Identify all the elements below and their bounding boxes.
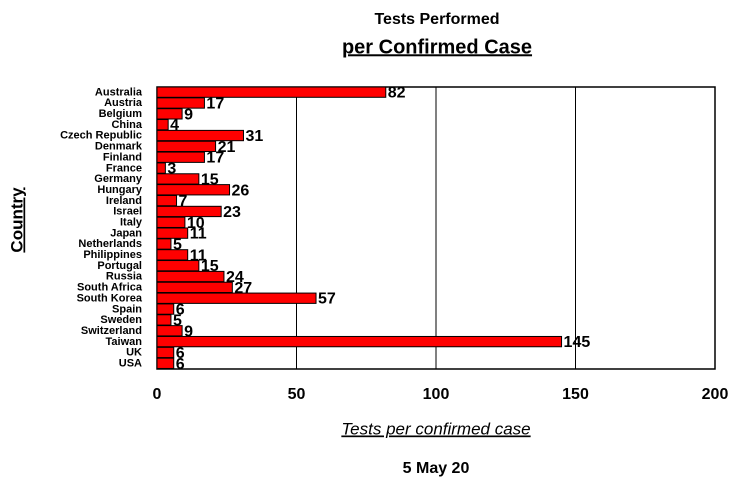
data-label: 23: [223, 204, 241, 221]
y-tick-label: Spain: [112, 303, 142, 315]
bar: [156, 303, 175, 315]
bar: [156, 216, 186, 228]
y-tick-label: Belgium: [99, 108, 143, 120]
bar: [156, 325, 183, 337]
bar: [156, 184, 231, 196]
y-tick-label: Philippines: [83, 249, 142, 261]
data-label: 6: [176, 345, 185, 362]
bar: [156, 205, 222, 218]
data-label: 9: [184, 323, 193, 340]
data-label: 82: [388, 85, 406, 102]
bar: [156, 292, 317, 304]
bar: [156, 129, 244, 142]
x-tick-label: 100: [423, 386, 450, 403]
bar: [156, 249, 189, 261]
x-tick-label: 0: [153, 386, 162, 403]
data-label: 9: [184, 106, 193, 123]
y-tick-label: Finland: [103, 151, 142, 163]
chart-subtitle: per Confirmed Case: [342, 36, 532, 58]
y-tick-label: Germany: [94, 173, 143, 185]
y-tick-label: France: [106, 162, 142, 174]
y-tick-label: Hungary: [97, 184, 143, 196]
bar: [156, 346, 175, 359]
y-tick-label: UK: [126, 347, 142, 359]
y-tick-label: Czech Republic: [60, 130, 142, 142]
bar: [156, 314, 172, 326]
data-label: 57: [318, 291, 336, 308]
bar: [156, 335, 563, 348]
y-tick-label: China: [111, 119, 142, 131]
data-label: 6: [176, 356, 185, 373]
y-tick-label: Ireland: [106, 195, 142, 207]
bar: [156, 357, 175, 369]
data-label: 145: [564, 334, 591, 351]
chart-title: Tests Performed: [374, 11, 499, 28]
data-label: 3: [167, 161, 176, 178]
data-label: 21: [218, 139, 236, 156]
data-label: 26: [232, 182, 250, 199]
y-tick-label: Netherlands: [78, 238, 142, 250]
data-label: 31: [245, 128, 263, 145]
y-tick-label: Austria: [104, 97, 143, 109]
bar: [156, 238, 172, 250]
bar: [156, 86, 387, 98]
y-axis-label: Country: [7, 187, 26, 253]
y-tick-label: South Korea: [77, 292, 143, 304]
bar: [156, 270, 225, 283]
data-label: 7: [179, 193, 188, 210]
y-tick-label: Portugal: [97, 260, 142, 272]
data-label: 5: [173, 312, 182, 329]
bar: [156, 281, 233, 294]
bar: [156, 173, 200, 185]
bar: [156, 162, 166, 174]
y-tick-label: Taiwan: [106, 336, 143, 348]
data-label: 11: [190, 226, 207, 243]
data-label: 5: [173, 236, 182, 253]
x-axis-label: Tests per confirmed case: [341, 419, 530, 438]
x-tick-label: 200: [702, 386, 729, 403]
bar: [156, 194, 178, 207]
data-label: 10: [187, 215, 205, 232]
y-tick-label: Denmark: [95, 141, 143, 153]
bar: [156, 119, 169, 131]
bar: [156, 108, 183, 120]
bar: [156, 140, 217, 153]
footer: 5 May 20: [403, 460, 470, 477]
y-tick-label: South Africa: [77, 282, 143, 294]
bar: [156, 260, 200, 272]
y-tick-label: Switzerland: [81, 325, 142, 337]
bar: [156, 97, 205, 109]
y-tick-label: Italy: [120, 216, 143, 228]
data-label: 17: [206, 150, 224, 167]
y-tick-label: Sweden: [100, 314, 142, 326]
x-tick-label: 50: [288, 386, 306, 403]
y-tick-label: Israel: [113, 206, 142, 218]
x-tick-label: 150: [562, 386, 589, 403]
bar: [156, 227, 189, 239]
data-label: 17: [206, 95, 224, 112]
y-tick-label: Russia: [106, 271, 143, 283]
y-tick-label: Australia: [95, 86, 143, 98]
y-tick-label: Japan: [110, 227, 142, 239]
data-label: 4: [170, 117, 179, 134]
bar: [156, 151, 205, 163]
y-tick-label: USA: [119, 357, 142, 369]
data-label: 6: [176, 302, 185, 319]
